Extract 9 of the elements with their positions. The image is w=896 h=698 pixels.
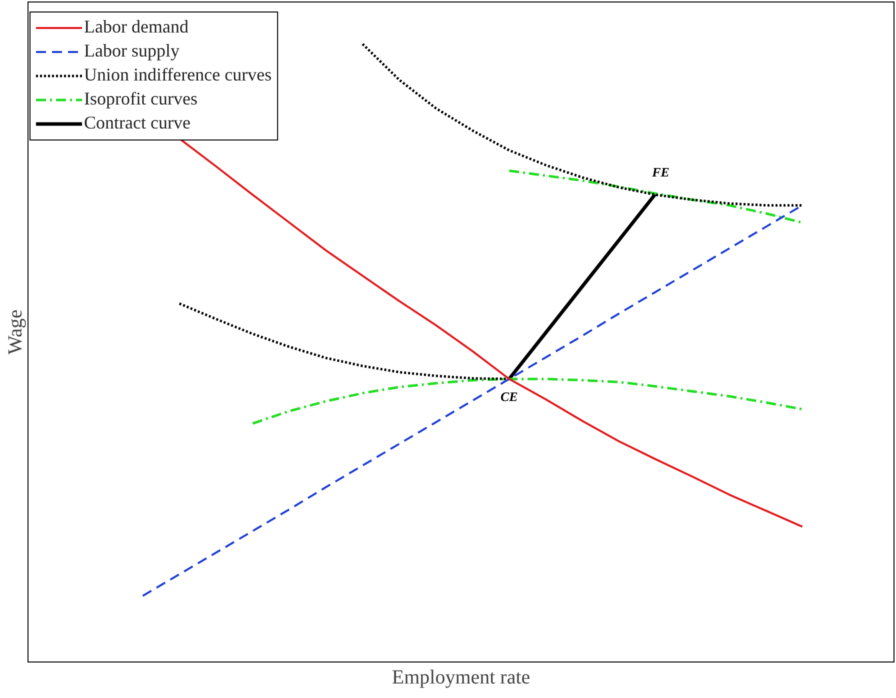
legend-label: Contract curve [84, 112, 190, 133]
legend-label: Union indifference curves [84, 64, 272, 85]
legend-label: Labor supply [84, 40, 180, 61]
legend-label: Labor demand [84, 16, 188, 37]
annotation: FE [651, 164, 670, 180]
x-axis-title: Employment rate [392, 666, 530, 688]
annotation: CE [500, 388, 518, 404]
y-axis-title: Wage [4, 309, 26, 355]
legend-label: Isoprofit curves [84, 88, 198, 109]
